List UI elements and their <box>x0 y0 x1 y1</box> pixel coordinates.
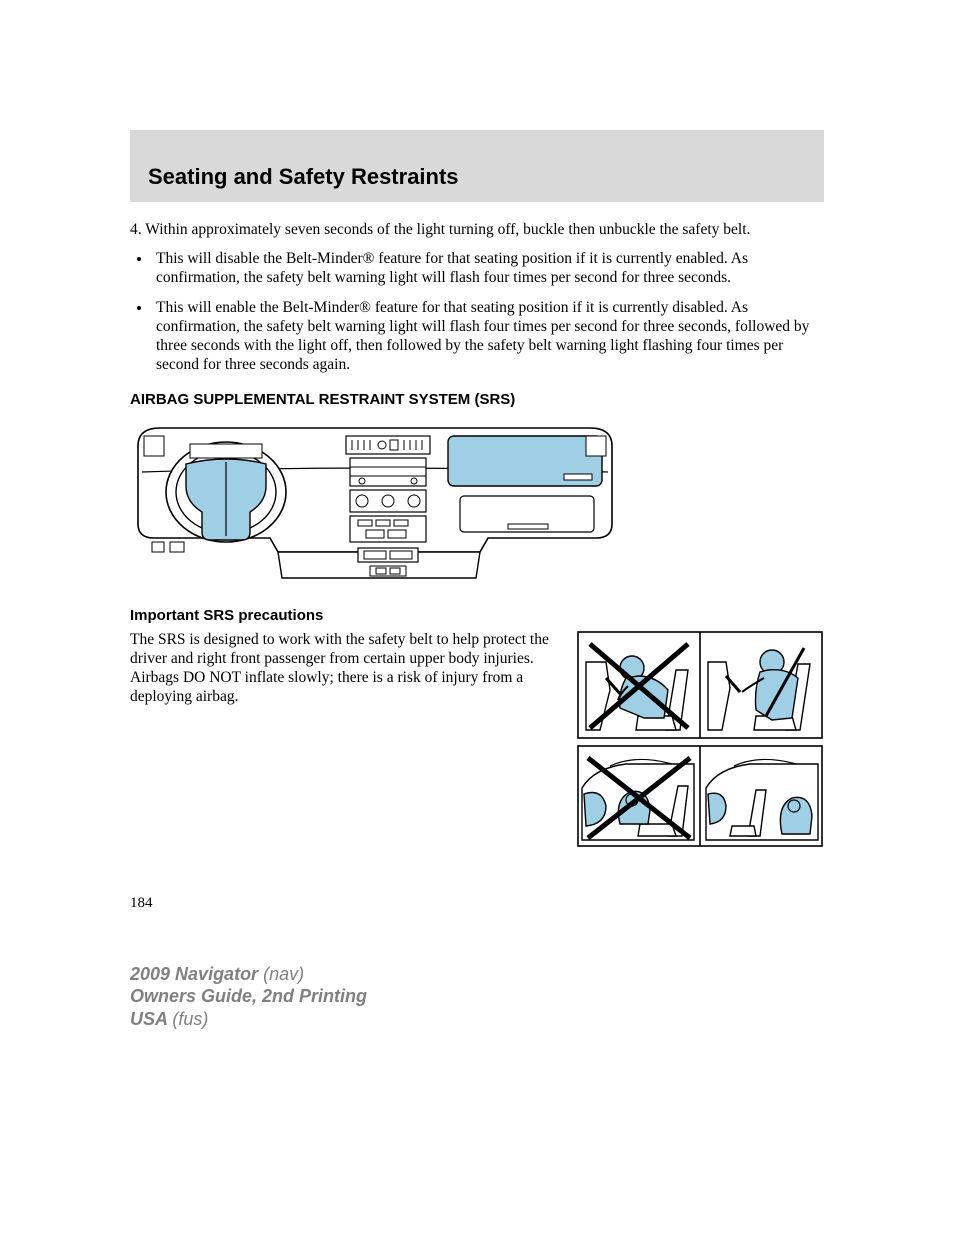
footer-model: 2009 Navigator <box>130 964 258 984</box>
footer-line-1: 2009 Navigator (nav) <box>130 963 367 986</box>
footer-region-code: (fus) <box>172 1009 208 1029</box>
footer-line-3: USA (fus) <box>130 1008 367 1031</box>
bullet-enable: This will enable the Belt-Minder® featur… <box>152 298 824 375</box>
precautions-row: The SRS is designed to work with the saf… <box>130 630 824 855</box>
dashboard-figure <box>130 414 824 589</box>
precautions-heading: Important SRS precautions <box>130 607 824 624</box>
footer-model-code: (nav) <box>263 964 304 984</box>
footer-region: USA <box>130 1009 167 1029</box>
dashboard-svg <box>130 414 620 584</box>
beltminder-bullets: This will disable the Belt-Minder® featu… <box>130 249 824 374</box>
manual-page: Seating and Safety Restraints 4. Within … <box>0 0 954 1100</box>
page-number: 184 <box>130 895 824 912</box>
precautions-text-wrap: The SRS is designed to work with the saf… <box>130 630 560 717</box>
precautions-figures <box>576 630 824 855</box>
section-title: Seating and Safety Restraints <box>148 164 806 190</box>
srs-heading: AIRBAG SUPPLEMENTAL RESTRAINT SYSTEM (SR… <box>130 391 824 408</box>
footer-block: 2009 Navigator (nav) Owners Guide, 2nd P… <box>130 963 367 1031</box>
header-band: Seating and Safety Restraints <box>130 130 824 202</box>
footer-line-2: Owners Guide, 2nd Printing <box>130 985 367 1008</box>
precautions-text: The SRS is designed to work with the saf… <box>130 630 560 707</box>
step-4-text: 4. Within approximately seven seconds of… <box>130 220 824 239</box>
precautions-svg <box>576 630 824 850</box>
bullet-disable: This will disable the Belt-Minder® featu… <box>152 249 824 287</box>
